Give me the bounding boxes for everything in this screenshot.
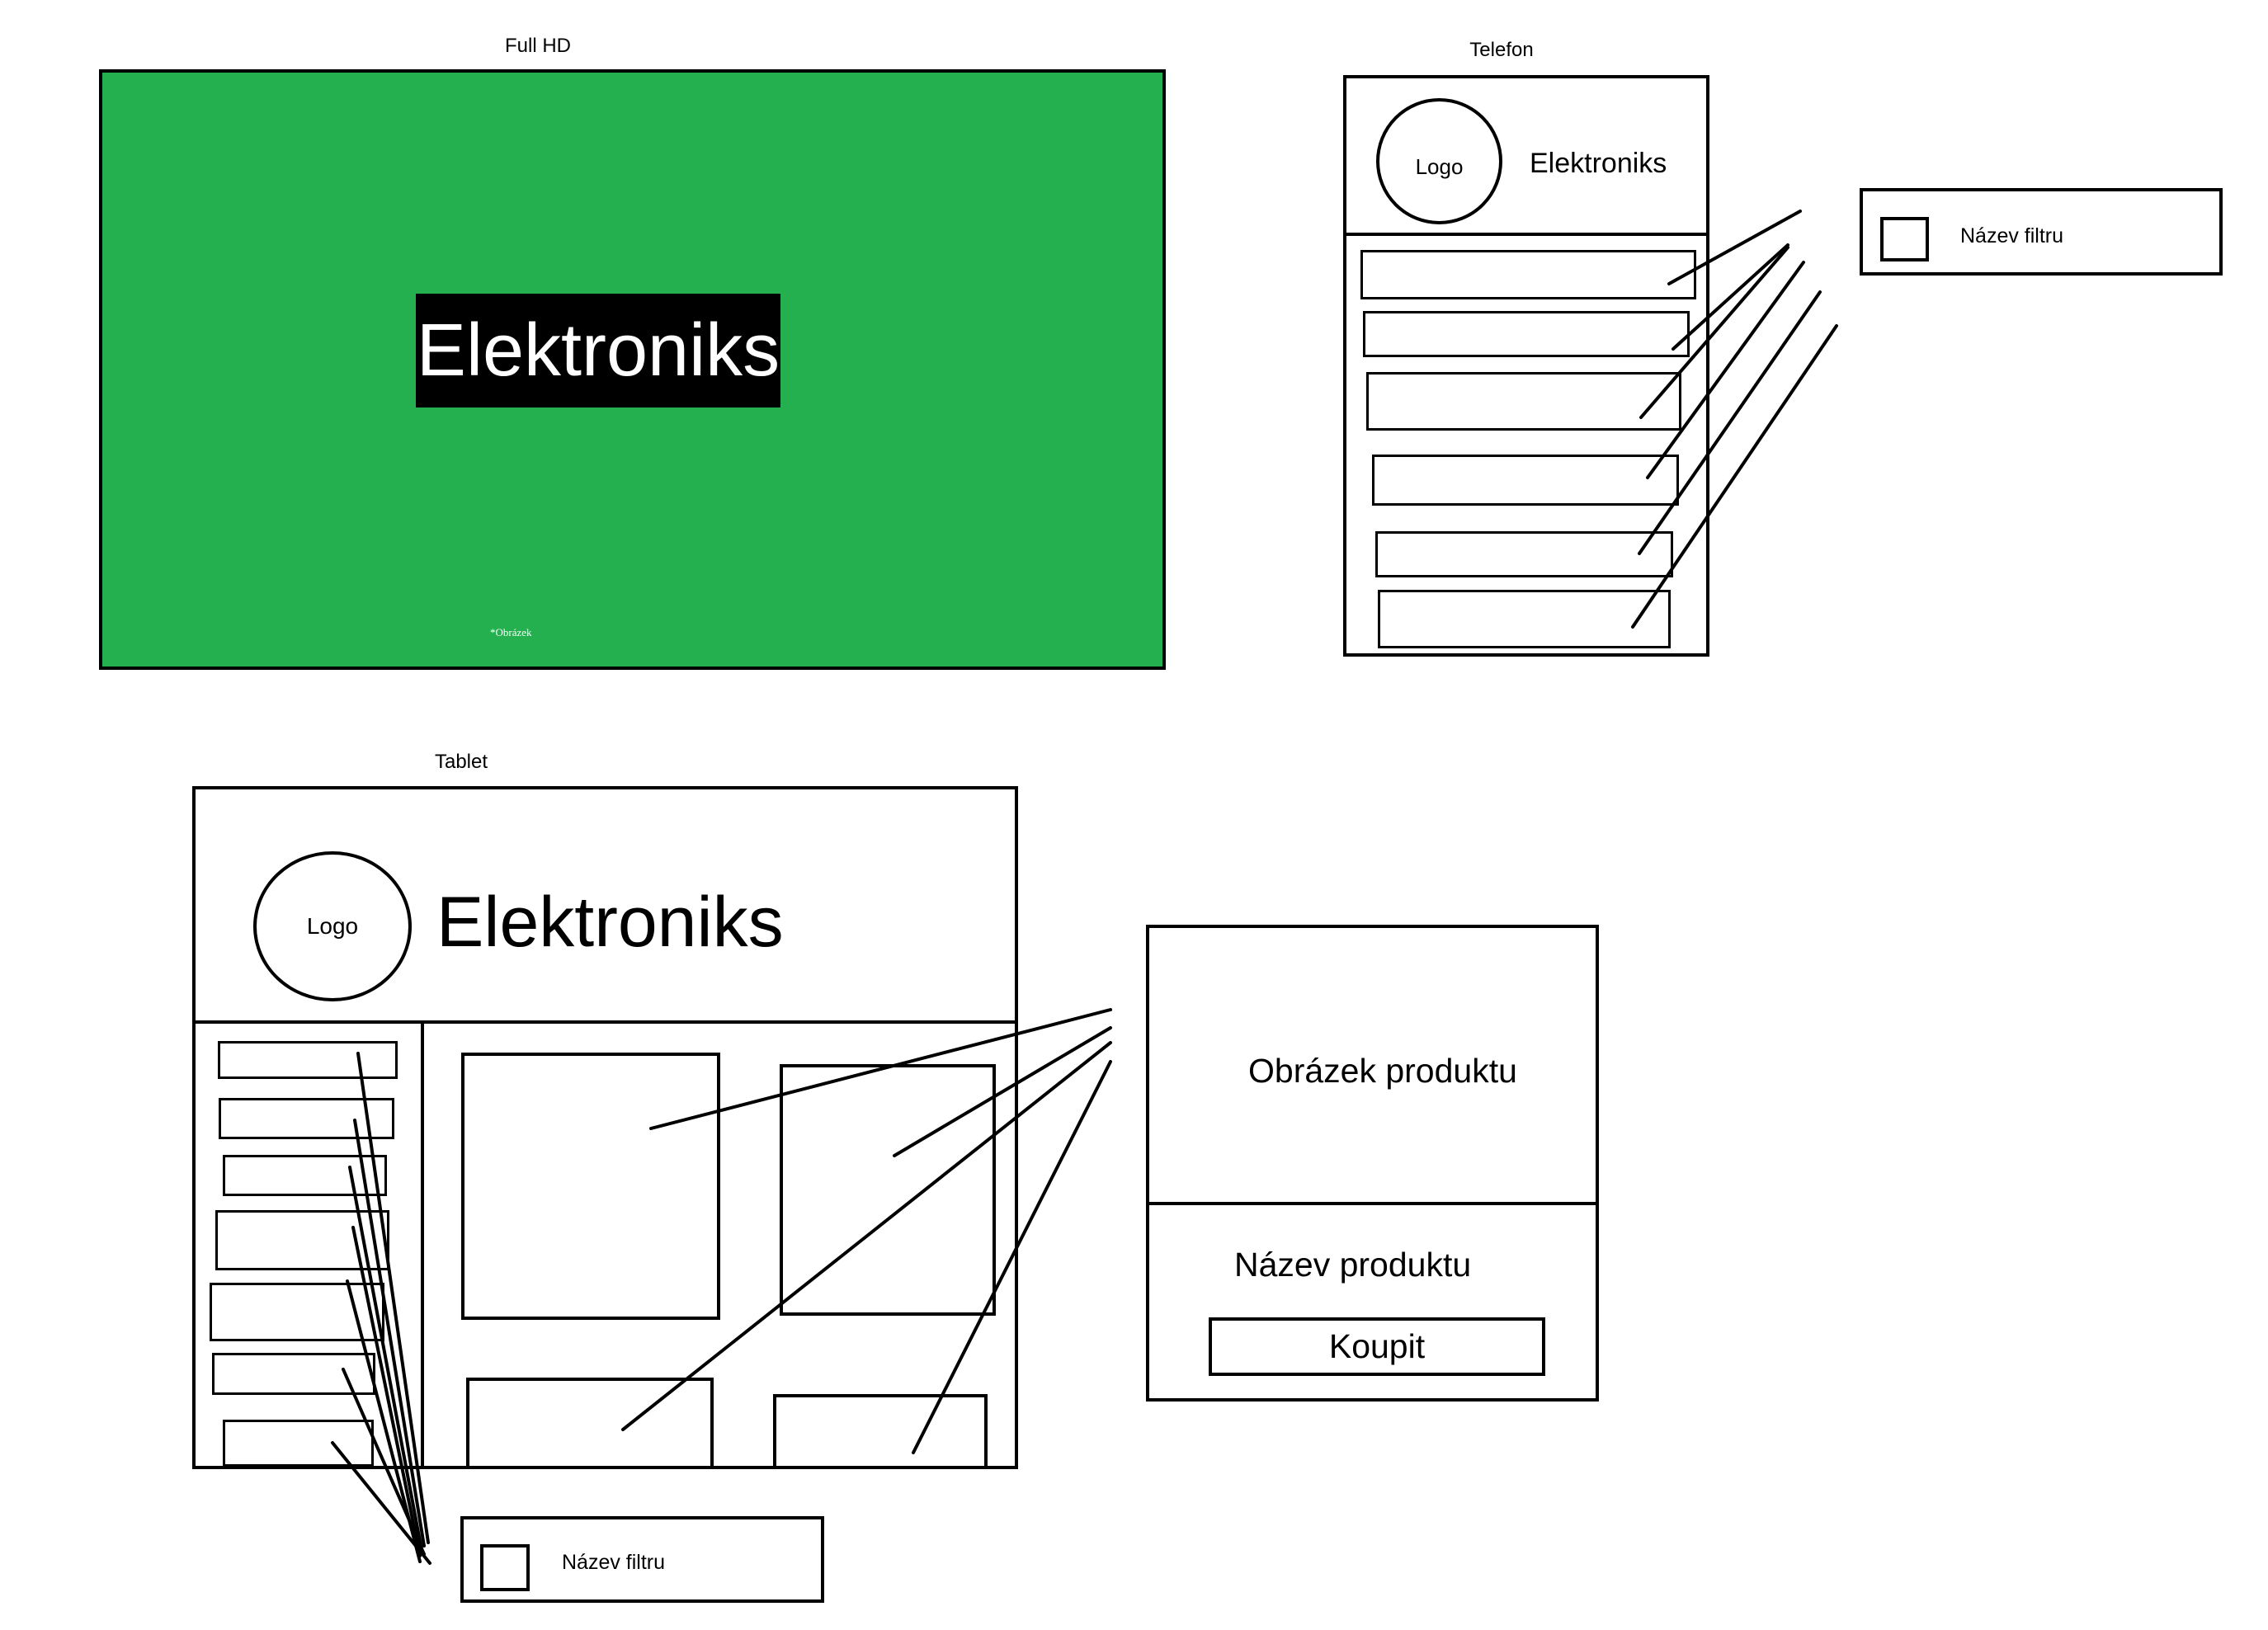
telefon-filter-6[interactable] [1378, 590, 1671, 648]
telefon-logo-text: Logo [1415, 154, 1464, 179]
tablet-filter-1[interactable] [218, 1041, 398, 1079]
telefon-logo: Logo [1376, 98, 1502, 224]
tablet-brand: Elektroniks [436, 883, 784, 962]
buy-button-label: Koupit [1328, 1327, 1426, 1365]
telefon-filter-label: Název filtru [1960, 224, 2064, 247]
tablet-product-1[interactable] [461, 1053, 720, 1320]
telefon-frame: Logo Elektroniks [1343, 75, 1709, 657]
telefon-filter-5[interactable] [1375, 531, 1673, 577]
tablet-filter-7[interactable] [223, 1420, 374, 1467]
tablet-product-4[interactable] [773, 1394, 988, 1469]
telefon-title: Telefon [1469, 39, 1534, 61]
product-image-area: Obrázek produktu [1149, 928, 1596, 1205]
telefon-brand: Elektroniks [1530, 148, 1667, 179]
tablet-filter-6[interactable] [212, 1353, 375, 1395]
tablet-filter-4[interactable] [215, 1210, 389, 1270]
full-hd-frame: Elektroniks *Obrázek [99, 69, 1166, 670]
full-hd-hero-title-text: Elektroniks [416, 309, 780, 392]
full-hd-hero-title: Elektroniks [416, 294, 780, 408]
tablet-filter-label: Název filtru [562, 1551, 666, 1574]
tablet-sidebar [196, 1020, 424, 1469]
tablet-header: Logo Elektroniks [196, 789, 1015, 1024]
tablet-filter-checkbox[interactable] [480, 1544, 530, 1591]
tablet-frame: Logo Elektroniks [192, 786, 1018, 1469]
product-image-label: Obrázek produktu [1248, 1052, 1517, 1090]
full-hd-title: Full HD [504, 35, 572, 57]
tablet-filter-2[interactable] [219, 1098, 394, 1139]
buy-button[interactable]: Koupit [1209, 1317, 1545, 1376]
telefon-filter-1[interactable] [1360, 250, 1696, 299]
tablet-logo-text: Logo [306, 913, 359, 939]
tablet-filter-callout: Název filtru [460, 1516, 824, 1603]
telefon-header: Logo Elektroniks [1346, 78, 1706, 236]
tablet-title: Tablet [434, 751, 488, 773]
telefon-filter-3[interactable] [1366, 372, 1681, 431]
telefon-filter-2[interactable] [1363, 311, 1690, 357]
tablet-logo: Logo [253, 851, 412, 1001]
product-name: Název produktu [1234, 1246, 1472, 1284]
full-hd-image-note: *Obrázek [490, 626, 532, 638]
telefon-filter-checkbox[interactable] [1880, 217, 1929, 261]
tablet-filter-5[interactable] [210, 1283, 384, 1341]
tablet-filter-3[interactable] [223, 1155, 387, 1196]
telefon-filter-callout: Název filtru [1860, 188, 2223, 276]
tablet-product-2[interactable] [780, 1064, 996, 1316]
telefon-filter-4[interactable] [1372, 455, 1679, 506]
tablet-product-3[interactable] [466, 1378, 714, 1469]
product-card: Obrázek produktu Název produktu Koupit [1146, 925, 1599, 1402]
